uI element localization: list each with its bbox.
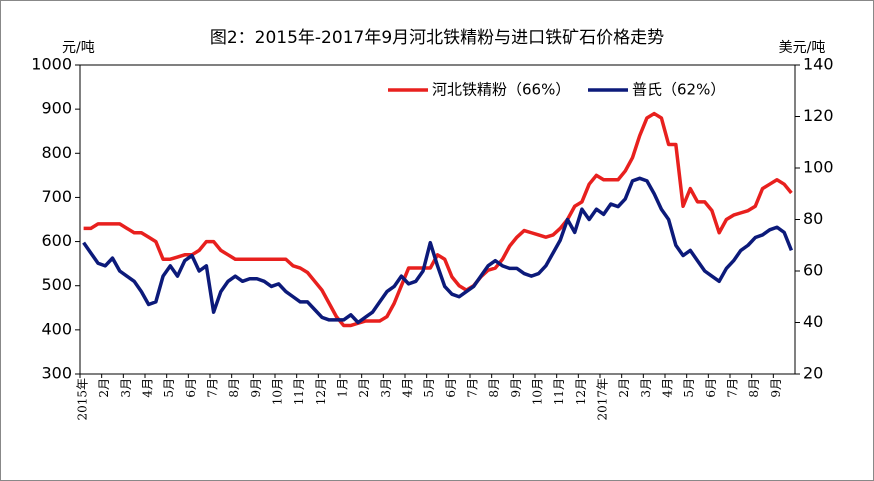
y-tick-label: 1000 bbox=[31, 55, 72, 74]
x-tick-label: 2月 bbox=[617, 378, 631, 398]
x-tick-label: 11月 bbox=[292, 378, 306, 405]
x-tick-label: 1月 bbox=[336, 378, 350, 398]
y-tick-label: 500 bbox=[41, 275, 72, 294]
x-tick-label: 8月 bbox=[487, 378, 501, 398]
x-tick-label: 2017年 bbox=[596, 378, 610, 421]
x-tick-label: 6月 bbox=[444, 378, 458, 398]
chart-title: 图2：2015年-2017年9月河北铁精粉与进口铁矿石价格走势 bbox=[210, 28, 664, 48]
x-tick-label: 9月 bbox=[769, 378, 783, 398]
x-tick-label: 6月 bbox=[704, 378, 718, 398]
x-tick-label: 5月 bbox=[162, 378, 176, 398]
legend-label: 河北铁精粉（66%） bbox=[432, 81, 570, 99]
x-tick-label: 8月 bbox=[747, 378, 761, 398]
y-tick-label: 400 bbox=[41, 319, 72, 338]
y-tick-label: 300 bbox=[41, 364, 72, 383]
y2-axis-label: 美元/吨 bbox=[779, 40, 826, 56]
x-tick-label: 12月 bbox=[314, 378, 328, 405]
x-tick-label: 5月 bbox=[422, 378, 436, 398]
y2-tick-label: 60 bbox=[803, 261, 823, 280]
y-tick-label: 600 bbox=[41, 231, 72, 250]
x-tick-label: 2月 bbox=[357, 378, 371, 398]
x-tick-label: 8月 bbox=[227, 378, 241, 398]
x-tick-label: 7月 bbox=[466, 378, 480, 398]
y-axis-label: 元/吨 bbox=[62, 40, 95, 56]
x-tick-label: 11月 bbox=[552, 378, 566, 405]
y2-tick-label: 80 bbox=[803, 209, 823, 228]
y-tick-label: 800 bbox=[41, 143, 72, 162]
x-tick-label: 4月 bbox=[661, 378, 675, 398]
x-tick-label: 6月 bbox=[184, 378, 198, 398]
y-tick-label: 700 bbox=[41, 187, 72, 206]
x-tick-label: 9月 bbox=[249, 378, 263, 398]
y2-tick-label: 140 bbox=[803, 55, 834, 74]
line-series bbox=[83, 111, 793, 328]
x-tick-label: 3月 bbox=[379, 378, 393, 398]
x-tick-label: 7月 bbox=[206, 378, 220, 398]
x-tick-label: 5月 bbox=[682, 378, 696, 398]
y2-tick-label: 20 bbox=[803, 364, 823, 383]
y-tick-label: 900 bbox=[41, 99, 72, 118]
x-tick-label: 9月 bbox=[509, 378, 523, 398]
x-tick-label: 10月 bbox=[531, 378, 545, 405]
x-tick-label: 2月 bbox=[97, 378, 111, 398]
legend-label: 普氏（62%） bbox=[632, 81, 725, 99]
x-tick-label: 3月 bbox=[119, 378, 133, 398]
line-series bbox=[82, 176, 794, 325]
y2-tick-label: 100 bbox=[803, 158, 834, 177]
x-tick-label: 4月 bbox=[141, 378, 155, 398]
x-tick-label: 10月 bbox=[271, 378, 285, 405]
x-tick-label: 3月 bbox=[639, 378, 653, 398]
x-tick-label: 2015年 bbox=[76, 378, 90, 421]
x-tick-label: 7月 bbox=[726, 378, 740, 398]
x-tick-label: 12月 bbox=[574, 378, 588, 405]
x-tick-label: 4月 bbox=[401, 378, 415, 398]
y2-tick-label: 40 bbox=[803, 312, 823, 331]
y2-tick-label: 120 bbox=[803, 106, 834, 125]
